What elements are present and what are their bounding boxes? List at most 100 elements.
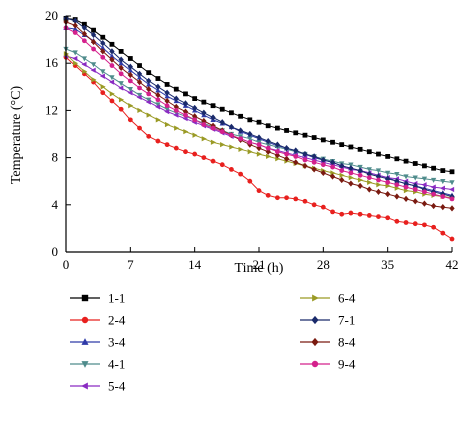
data-point (320, 169, 326, 177)
data-point (201, 99, 207, 105)
data-point (91, 27, 96, 33)
data-point (339, 172, 345, 178)
data-point (311, 166, 317, 173)
data-point (302, 198, 308, 204)
data-point (265, 145, 271, 151)
data-point (229, 110, 234, 116)
data-point (229, 132, 234, 138)
data-point (182, 108, 189, 115)
data-point (100, 84, 106, 90)
y-tick-label: 20 (45, 8, 58, 23)
data-point (375, 168, 382, 174)
data-point (329, 173, 336, 180)
data-point (146, 133, 152, 139)
data-point (302, 157, 308, 163)
data-point (366, 186, 372, 193)
data-point (293, 154, 299, 159)
data-point (118, 60, 124, 66)
data-point (293, 130, 299, 136)
data-point (136, 94, 142, 101)
data-point (109, 91, 115, 97)
data-point (127, 78, 133, 84)
data-point (403, 195, 409, 203)
data-point (100, 54, 106, 60)
data-point (256, 142, 262, 148)
legend-item-7-1: 7-1 (300, 313, 355, 328)
data-point (100, 34, 106, 40)
data-point (127, 71, 133, 79)
data-point (118, 81, 124, 87)
data-point (127, 67, 133, 73)
data-point (118, 106, 124, 112)
data-point (72, 17, 78, 24)
data-point (376, 182, 382, 188)
series-9-4 (63, 25, 455, 202)
data-point (348, 170, 354, 176)
legend-label: 2-4 (108, 313, 126, 328)
data-point (109, 63, 115, 68)
data-point (72, 55, 78, 62)
data-point (339, 142, 345, 148)
y-tick-label: 16 (45, 55, 59, 70)
data-point (265, 192, 271, 198)
data-point (274, 149, 280, 155)
data-point (348, 165, 354, 172)
data-point (431, 165, 437, 171)
data-point (385, 215, 391, 221)
data-point (440, 230, 446, 236)
data-point (136, 70, 143, 77)
data-point (430, 202, 437, 210)
y-tick-label: 8 (52, 150, 59, 165)
data-point (173, 145, 179, 151)
data-point (192, 96, 198, 101)
series-7-1 (63, 15, 455, 200)
data-point (274, 195, 280, 201)
data-point (174, 125, 180, 131)
x-tick-label: 0 (63, 257, 70, 272)
x-tick-label: 14 (188, 257, 202, 272)
data-point (192, 104, 198, 112)
data-point (284, 195, 289, 201)
legend-marker (81, 294, 89, 302)
data-point (229, 144, 235, 150)
data-point (256, 188, 262, 194)
data-point (348, 162, 354, 168)
data-point (81, 38, 87, 44)
data-point (283, 155, 290, 162)
data-point (109, 79, 115, 85)
data-point (421, 182, 427, 188)
data-point (128, 103, 134, 109)
data-point (100, 44, 106, 51)
data-point (164, 89, 170, 96)
data-point (348, 180, 354, 187)
data-point (265, 123, 271, 129)
data-point (109, 41, 115, 47)
data-point (109, 48, 115, 55)
data-point (210, 158, 216, 164)
data-point (146, 77, 152, 85)
data-point (412, 175, 418, 181)
data-point (127, 63, 133, 70)
data-point (394, 171, 400, 177)
data-point (173, 108, 179, 113)
data-point (366, 167, 372, 173)
legend-item-8-4: 8-4 (300, 335, 356, 350)
data-point (109, 56, 115, 63)
data-point (210, 114, 216, 121)
data-point (256, 134, 262, 141)
legend-item-4-1: 4-1 (70, 357, 125, 372)
data-point (164, 108, 170, 115)
data-point (348, 144, 354, 150)
data-point (283, 145, 290, 152)
data-point (421, 176, 428, 182)
legend-label: 8-4 (338, 335, 356, 350)
data-point (90, 62, 97, 68)
data-point (155, 97, 161, 103)
data-point (136, 92, 143, 98)
data-point (256, 119, 262, 125)
data-point (229, 167, 234, 172)
data-point (164, 97, 170, 105)
data-point (173, 86, 179, 92)
data-point (293, 147, 299, 154)
data-point (430, 177, 437, 183)
